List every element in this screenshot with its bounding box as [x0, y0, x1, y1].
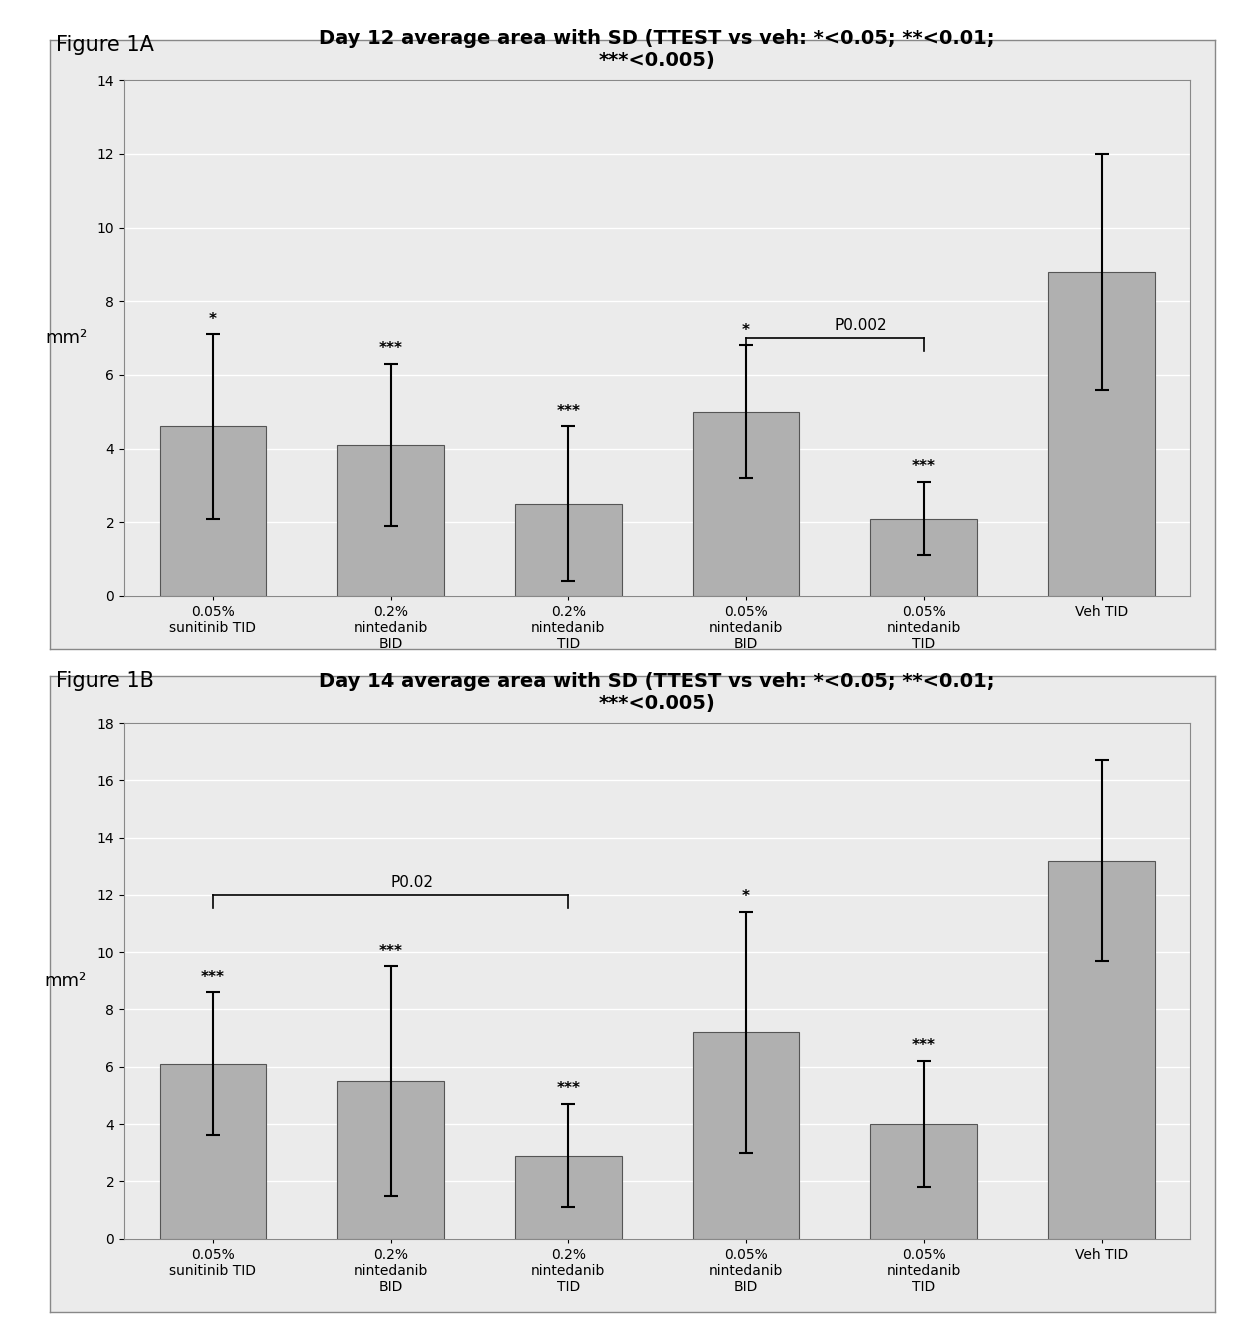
Bar [337, 445, 444, 596]
Text: ***: *** [557, 1081, 580, 1097]
Bar [1048, 861, 1154, 1239]
Bar [693, 411, 800, 596]
Text: *: * [742, 323, 750, 337]
Text: ***: *** [911, 1038, 936, 1054]
Bar [515, 503, 621, 596]
Text: Figure 1A: Figure 1A [56, 35, 154, 55]
Bar [160, 1065, 267, 1239]
Bar [515, 1156, 621, 1239]
Bar [337, 1081, 444, 1239]
Title: Day 12 average area with SD (TTEST vs veh: *<0.05; **<0.01;
***<0.005): Day 12 average area with SD (TTEST vs ve… [320, 29, 994, 71]
Text: ***: *** [378, 341, 403, 356]
Bar [870, 1123, 977, 1239]
Text: P0.02: P0.02 [391, 874, 434, 889]
Y-axis label: mm²: mm² [45, 329, 87, 347]
Text: ***: *** [378, 944, 403, 959]
Bar [1048, 272, 1154, 596]
Title: Day 14 average area with SD (TTEST vs veh: *<0.05; **<0.01;
***<0.005): Day 14 average area with SD (TTEST vs ve… [320, 672, 994, 714]
Bar [693, 1032, 800, 1239]
Text: P0.002: P0.002 [835, 317, 888, 333]
Text: *: * [742, 889, 750, 904]
Bar [160, 426, 267, 596]
Text: ***: *** [557, 404, 580, 419]
Text: *: * [208, 312, 217, 327]
Y-axis label: mm²: mm² [45, 972, 87, 990]
Text: Figure 1B: Figure 1B [56, 671, 154, 691]
Text: ***: *** [911, 459, 936, 474]
Bar [870, 518, 977, 596]
Text: ***: *** [201, 969, 224, 984]
